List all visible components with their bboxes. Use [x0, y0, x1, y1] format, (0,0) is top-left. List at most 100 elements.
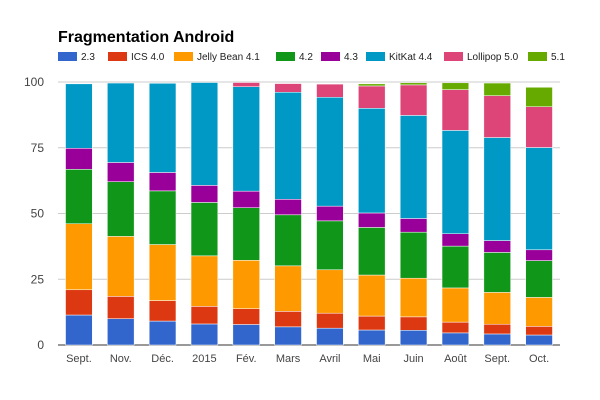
legend-swatch	[528, 52, 547, 61]
legend-item: 4.2	[276, 52, 313, 63]
bar-segment	[148, 190, 177, 245]
bar-segment	[316, 269, 344, 314]
legend-swatch	[366, 52, 385, 61]
gridlines	[58, 81, 560, 346]
legend-swatch	[276, 52, 295, 61]
legend-item: ICS 4.0	[108, 52, 165, 63]
bar-segment	[525, 260, 553, 298]
bar-segment	[483, 333, 511, 346]
bar-segment	[316, 327, 344, 346]
bar-segment	[232, 190, 260, 208]
bar-segment	[148, 172, 177, 192]
bar-segment	[441, 130, 470, 235]
bar-segment	[274, 265, 302, 312]
bar-segment	[399, 231, 428, 279]
legend-swatch	[321, 52, 340, 61]
legend-swatch	[444, 52, 463, 61]
bar-segment	[190, 202, 219, 257]
bar-segment	[525, 106, 553, 148]
bar-segment	[441, 89, 470, 131]
legend-item: 2.3	[58, 52, 95, 63]
bar-segment	[107, 82, 135, 163]
legend-label: 5.1	[551, 52, 565, 63]
x-tick-label: Mars	[276, 353, 301, 365]
bar-stack	[65, 83, 93, 346]
bar-segment	[65, 83, 93, 149]
bar-segment	[441, 321, 470, 334]
bar-segment	[107, 296, 135, 319]
bar-segment	[190, 82, 219, 186]
legend-item: 5.1	[528, 52, 565, 63]
x-tick-label: Fév.	[236, 353, 257, 365]
x-tick-label: Déc.	[151, 353, 174, 365]
x-tick-label: 2015	[192, 353, 216, 365]
bar-segment	[190, 323, 219, 346]
bar-segment	[483, 240, 511, 253]
bar-segment	[107, 162, 135, 182]
bar-segment	[441, 82, 470, 90]
bar-segment	[358, 227, 386, 276]
bar-segment	[232, 82, 260, 87]
legend-item: Jelly Bean 4.1	[174, 52, 260, 63]
bar-segment	[358, 315, 386, 331]
bar-segment	[232, 260, 260, 309]
bar-segment	[441, 287, 470, 323]
bar-segment	[483, 292, 511, 325]
bar-segment	[358, 108, 386, 214]
bar-segment	[399, 218, 428, 233]
legend: 2.3 ICS 4.0 Jelly Bean 4.1 4.2 4.3 KitKat 4.4…	[58, 52, 565, 63]
bar-segment	[148, 83, 177, 173]
legend-label: 4.2	[299, 52, 313, 63]
bar-segment	[232, 324, 260, 346]
bar-stack	[399, 82, 428, 346]
legend-label: ICS 4.0	[131, 52, 165, 63]
y-tick-label: 0	[37, 338, 44, 352]
bar-stack	[441, 82, 470, 346]
bar-segment	[483, 95, 511, 138]
bar-segment	[441, 332, 470, 346]
bar-segment	[65, 223, 93, 291]
bar-segment	[358, 85, 386, 109]
x-axis: Sept. Nov. Déc. 2015 Fév. Mars Avril Mai Juin Aoû…	[66, 353, 549, 365]
bar-segment	[483, 137, 511, 241]
x-tick-label: Août	[444, 353, 467, 365]
bar-segment	[274, 214, 302, 267]
bar-segment	[274, 92, 302, 200]
bar-segment	[441, 233, 470, 247]
bar-segment	[190, 185, 219, 203]
bar-stack	[148, 83, 177, 346]
bar-segment	[399, 277, 428, 318]
x-tick-label: Mai	[363, 353, 381, 365]
bar-segment	[274, 311, 302, 328]
legend-item: Lollipop 5.0	[444, 52, 519, 63]
bar-segment	[316, 220, 344, 271]
y-tick-label: 50	[31, 207, 45, 221]
bar-segment	[274, 199, 302, 216]
bar-segment	[525, 147, 553, 251]
bar-stack	[358, 83, 386, 346]
bar-segment	[441, 245, 470, 289]
bar-segment	[483, 323, 511, 335]
bar-segment	[525, 334, 553, 346]
bar-segment	[107, 236, 135, 297]
bar-segment	[399, 115, 428, 219]
legend-swatch	[108, 52, 127, 61]
bar-segment	[358, 212, 386, 228]
bar-segment	[358, 274, 386, 317]
legend-swatch	[174, 52, 193, 61]
bar-stack	[232, 82, 260, 346]
legend-label: Lollipop 5.0	[467, 52, 519, 63]
bar-segment	[399, 84, 428, 116]
bar-segment	[399, 82, 428, 86]
bar-segment	[148, 300, 177, 322]
bar-stack	[107, 82, 135, 346]
bar-segment	[148, 244, 177, 301]
y-tick-label: 100	[24, 75, 44, 89]
bar-segment	[107, 318, 135, 346]
bar-segment	[525, 87, 553, 107]
bar-segment	[399, 330, 428, 346]
legend-item: KitKat 4.4	[366, 52, 433, 63]
bar-stack	[525, 87, 553, 346]
bar-segment	[232, 86, 260, 192]
